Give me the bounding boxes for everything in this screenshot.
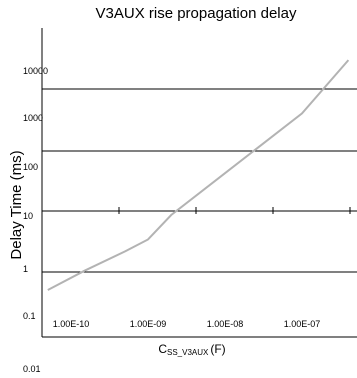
x-axis-label: CSS_V3AUX (F) (158, 342, 225, 357)
y-axis-label: Delay Time (ms) (8, 150, 25, 259)
y-tick-label: 1000 (23, 113, 43, 123)
x-tick-label: 1.00E-09 (130, 319, 167, 329)
x-axis-label-main: C (158, 342, 167, 356)
x-tick-marks (118, 207, 351, 214)
x-tick-label: 1.00E-10 (53, 319, 90, 329)
chart-title: V3AUX rise propagation delay (96, 5, 297, 22)
y-tick-label: 10000 (23, 66, 48, 76)
x-tick-labels: 1.00E-10 1.00E-09 1.00E-08 1.00E-07 (53, 319, 321, 329)
y-tick-label: 1 (23, 264, 28, 274)
x-axis-label-suffix: (F) (210, 342, 225, 356)
grid-lines (42, 88, 357, 273)
y-tick-label: 0.1 (23, 311, 36, 321)
x-tick-label: 1.00E-07 (284, 319, 321, 329)
axes (41, 28, 357, 338)
y-tick-label: 0.01 (23, 364, 41, 374)
delay-curve (47, 59, 350, 291)
y-tick-labels: 10000 1000 100 10 1 0.1 0.01 (23, 66, 48, 374)
y-tick-label: 100 (23, 162, 38, 172)
x-tick-label: 1.00E-08 (207, 319, 244, 329)
x-axis-label-subscript: SS_V3AUX (167, 348, 209, 357)
y-tick-label: 10 (23, 211, 33, 221)
